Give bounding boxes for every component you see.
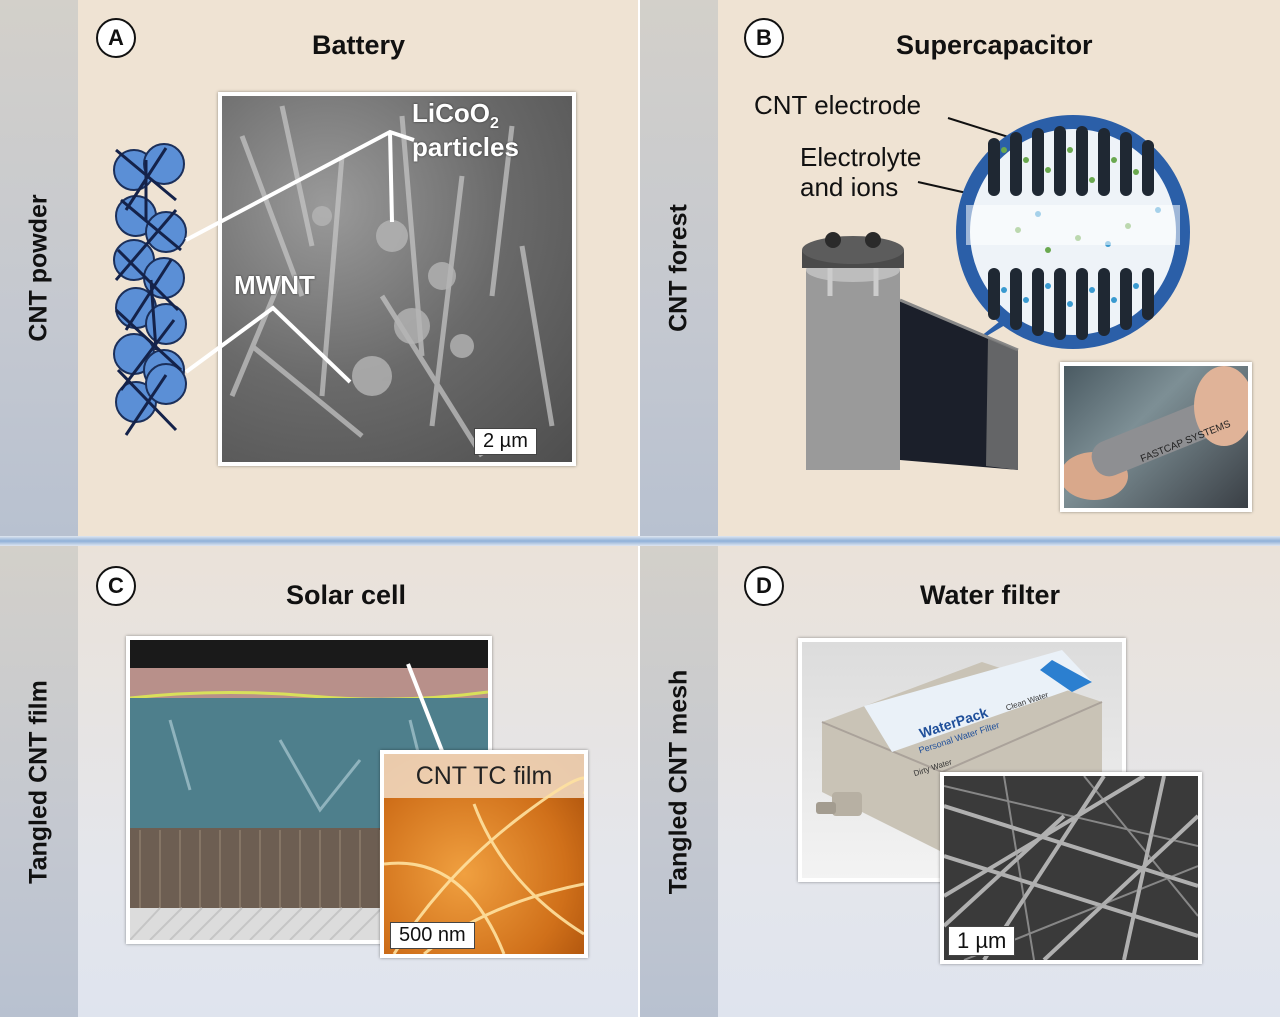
capacitor-hand-photo: FASTCAP SYSTEMS	[1064, 366, 1248, 500]
scale-bar: 2 µm	[474, 428, 537, 455]
sidebar-cnt-forest: CNT forest	[640, 0, 718, 536]
label-electrolyte: Electrolyte	[800, 142, 922, 172]
sidebar-label: CNT powder	[24, 194, 53, 342]
sem-image-battery	[218, 92, 576, 466]
pointer-line-solar	[406, 663, 446, 757]
sidebar-label: CNT forest	[664, 204, 693, 332]
sidebar-label: Tangled CNT mesh	[664, 669, 693, 894]
inset-title: CNT TC film	[384, 754, 584, 798]
sidebar-tangled-cnt-film: Tangled CNT film	[0, 546, 78, 1017]
sidebar-cnt-powder: CNT powder	[0, 0, 78, 536]
panel-battery: A Battery LiCoO2 particles MWNT	[78, 0, 640, 536]
sem-texture	[229, 105, 555, 458]
sidebar-tangled-cnt-mesh: Tangled CNT mesh	[640, 546, 718, 1017]
pointer-lines-battery	[184, 129, 415, 384]
panel-badge: B	[744, 18, 784, 58]
panel-badge: D	[744, 566, 784, 606]
label-cnt-electrode: CNT electrode	[754, 90, 922, 120]
panel-solar-cell: C Solar cell CNT TC film 500 nm	[78, 546, 640, 1017]
panel-supercapacitor: B Supercapacitor CNT electrode Electroly…	[718, 0, 1280, 536]
panel-title: Water filter	[920, 580, 1061, 610]
photo-ultracapacitor: FASTCAP SYSTEMS	[1060, 362, 1252, 512]
panel-title: Supercapacitor	[896, 30, 1093, 60]
mesh-texture	[944, 776, 1198, 960]
panel-title: Solar cell	[286, 580, 407, 610]
panel-title: Battery	[312, 30, 406, 60]
label-licoo2: LiCoO2	[412, 98, 499, 133]
label-particles: particles	[412, 132, 519, 162]
label-ions: and ions	[800, 172, 899, 202]
separator	[638, 0, 640, 536]
panel-badge: A	[96, 18, 136, 58]
panel-water-filter: D Water filter WaterPack Personal Water …	[718, 546, 1280, 1017]
label-mwnt: MWNT	[234, 270, 315, 300]
sidebar-label: Tangled CNT film	[24, 679, 53, 884]
separator	[638, 546, 640, 1017]
scale-bar: 1 µm	[948, 926, 1016, 956]
supercapacitor-diagram	[802, 115, 1190, 470]
horizontal-divider	[0, 536, 1280, 546]
scale-bar: 500 nm	[390, 922, 475, 949]
panel-badge: C	[96, 566, 136, 606]
cnt-particle-stack	[113, 143, 187, 436]
